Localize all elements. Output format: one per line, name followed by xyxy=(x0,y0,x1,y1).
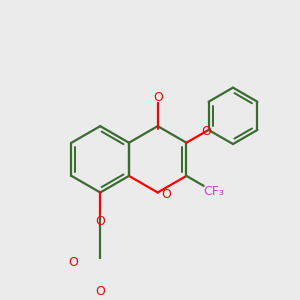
Text: CF₃: CF₃ xyxy=(203,185,224,198)
Text: O: O xyxy=(95,284,105,298)
Text: O: O xyxy=(153,92,163,104)
Text: O: O xyxy=(95,215,105,228)
Text: O: O xyxy=(68,256,78,269)
Text: O: O xyxy=(201,125,211,138)
Text: O: O xyxy=(161,188,171,201)
